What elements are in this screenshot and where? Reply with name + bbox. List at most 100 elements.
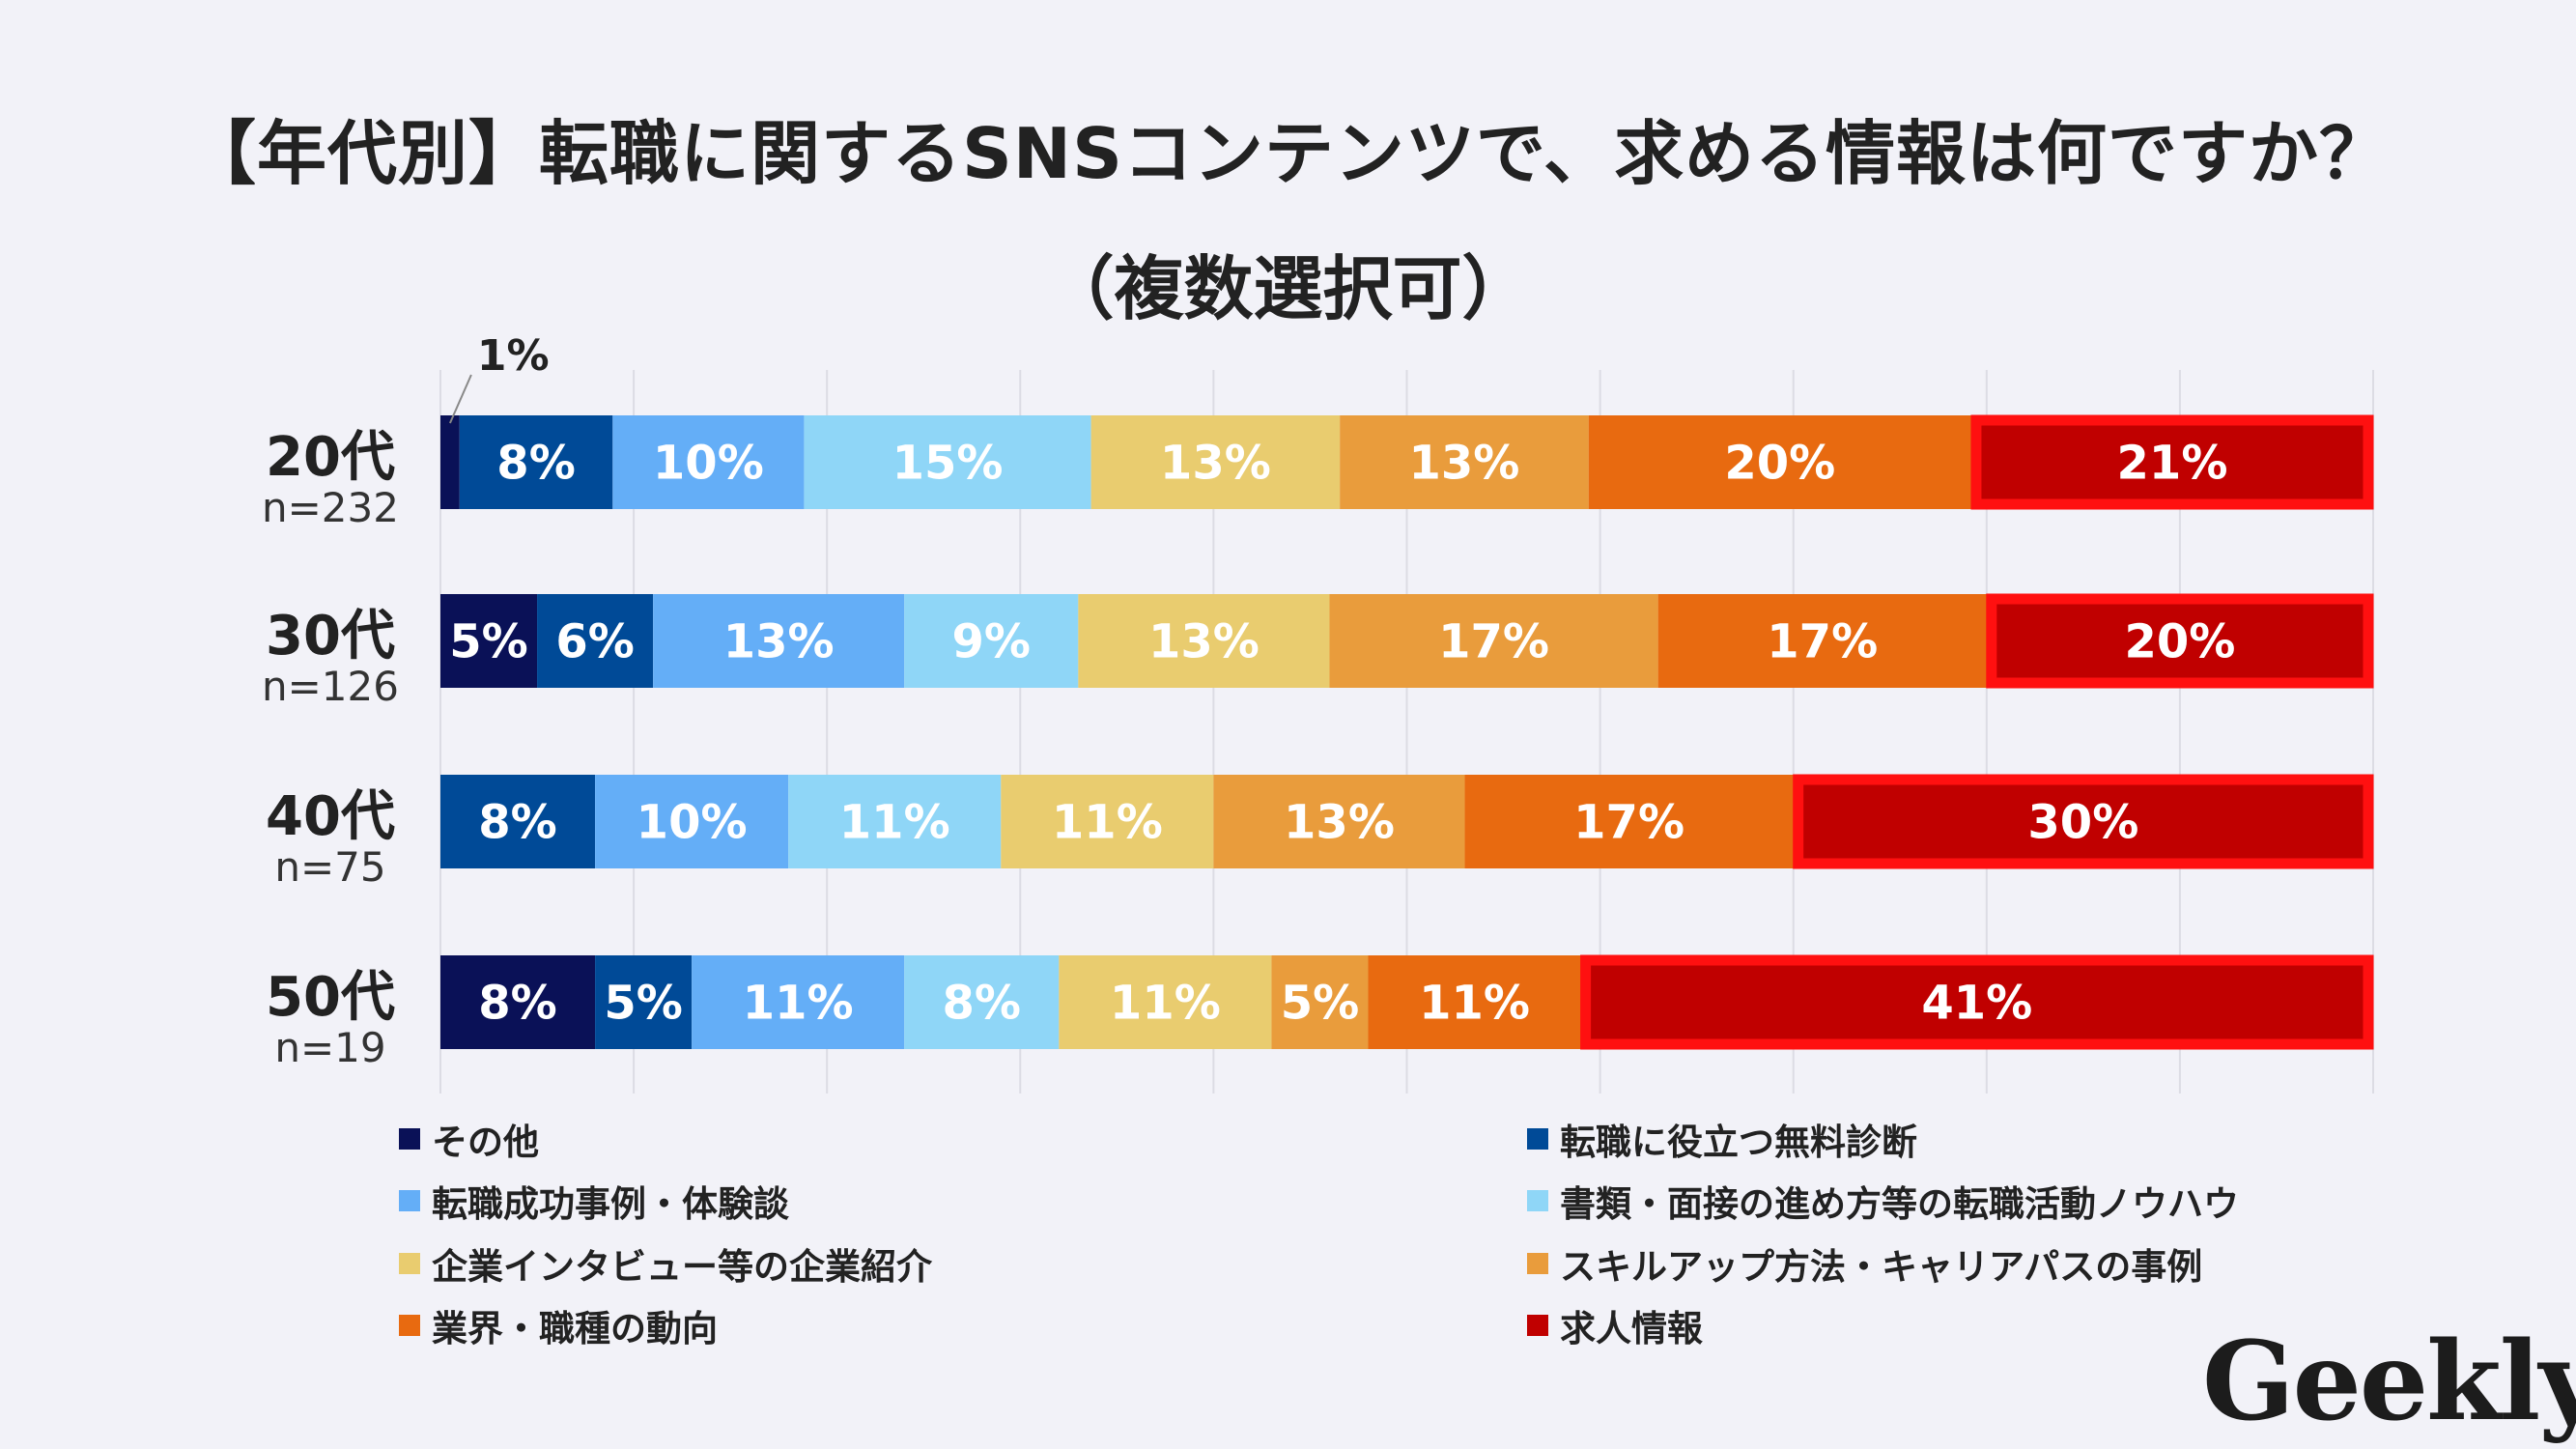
data-label: 20% xyxy=(1724,437,1835,491)
geekly-logo: Geekly xyxy=(2202,1319,2576,1445)
bar-segment xyxy=(1090,415,1341,509)
data-label: 15% xyxy=(892,437,1004,491)
data-label: 8% xyxy=(943,977,1022,1031)
highlight-frame xyxy=(1793,774,2374,869)
data-label: 1% xyxy=(477,331,550,381)
data-label: 17% xyxy=(1767,615,1878,669)
bar-segment xyxy=(904,594,1079,688)
data-label: 8% xyxy=(496,437,576,491)
legend-item: 転職成功事例・体験談 xyxy=(399,1175,789,1227)
bar-segment xyxy=(440,955,596,1049)
sample-size-label: n=232 xyxy=(262,484,399,531)
sample-size-label: n=19 xyxy=(274,1024,385,1071)
data-label: 17% xyxy=(1573,796,1684,850)
bar-segment xyxy=(1078,594,1330,688)
bar-segment xyxy=(904,955,1060,1049)
data-label: 30% xyxy=(2027,796,2138,850)
legend-label: その他 xyxy=(432,1122,539,1163)
leader-line xyxy=(448,374,472,424)
legend-swatch xyxy=(1527,1190,1548,1211)
legend-swatch xyxy=(399,1315,420,1336)
legend-item: 企業インタビュー等の企業紹介 xyxy=(399,1237,932,1290)
legend-item: 求人情報 xyxy=(1527,1299,1703,1351)
data-label: 10% xyxy=(653,437,764,491)
data-label: 11% xyxy=(743,977,854,1031)
legend-swatch xyxy=(1527,1128,1548,1150)
data-label: 13% xyxy=(1408,437,1519,491)
bar-segment xyxy=(440,775,596,868)
data-label: 11% xyxy=(1110,977,1221,1031)
data-label: 5% xyxy=(449,615,528,669)
bar-segment xyxy=(788,775,1002,868)
bar-segment xyxy=(1340,415,1589,509)
data-label: 13% xyxy=(1160,437,1271,491)
bar-segment xyxy=(595,955,693,1049)
bar-segment xyxy=(1793,775,2373,868)
data-label: 21% xyxy=(2117,437,2228,491)
legend-item: 書類・面接の進め方等の転職活動ノウハウ xyxy=(1527,1175,2239,1227)
legend-label: 転職に役立つ無料診断 xyxy=(1560,1122,1917,1163)
data-label: 41% xyxy=(1921,977,2032,1031)
legend-swatch xyxy=(1527,1253,1548,1274)
bar-segment xyxy=(1213,775,1465,868)
bar-segment xyxy=(612,415,805,509)
legend-swatch xyxy=(1527,1315,1548,1336)
legend-swatch xyxy=(399,1190,420,1211)
sample-size-label: n=126 xyxy=(262,663,399,710)
data-label: 20% xyxy=(2124,615,2235,669)
data-label: 13% xyxy=(1148,615,1260,669)
legend-label: 書類・面接の進め方等の転職活動ノウハウ xyxy=(1560,1183,2239,1225)
bar-segment xyxy=(459,415,613,509)
bar-segment xyxy=(440,594,538,688)
bar-segment xyxy=(1464,775,1794,868)
bar-segment xyxy=(804,415,1091,509)
legend-label: 求人情報 xyxy=(1560,1308,1703,1350)
sample-size-label: n=75 xyxy=(274,843,385,891)
data-label: 8% xyxy=(478,796,557,850)
category-label: 50代 xyxy=(266,966,395,1029)
bar-segment xyxy=(1970,415,2373,509)
bar-segment xyxy=(1059,955,1272,1049)
legend-item: 転職に役立つ無料診断 xyxy=(1527,1113,1917,1165)
data-label: 5% xyxy=(604,977,683,1031)
data-label: 5% xyxy=(1281,977,1360,1031)
data-label: 13% xyxy=(723,615,835,669)
data-label: 17% xyxy=(1438,615,1549,669)
bar-segment xyxy=(1986,594,2373,688)
category-label: 40代 xyxy=(266,785,395,848)
data-label: 11% xyxy=(1052,796,1163,850)
data-label: 11% xyxy=(1419,977,1530,1031)
bar-segment xyxy=(1580,955,2373,1049)
data-label: 10% xyxy=(637,796,748,850)
bar-segment xyxy=(595,775,789,868)
bar-segment xyxy=(1657,594,1987,688)
legend-swatch xyxy=(399,1253,420,1274)
bar-segment xyxy=(692,955,905,1049)
bar-segment xyxy=(1588,415,1971,509)
data-label: 9% xyxy=(952,615,1032,669)
data-label: 6% xyxy=(555,615,635,669)
legend-label: スキルアップ方法・キャリアパスの事例 xyxy=(1560,1246,2203,1288)
legend-label: 企業インタビュー等の企業紹介 xyxy=(432,1246,932,1288)
highlight-frame xyxy=(1970,414,2374,510)
highlight-frame xyxy=(1986,593,2374,689)
category-label: 30代 xyxy=(266,605,395,668)
legend-label: 転職成功事例・体験談 xyxy=(432,1183,789,1225)
highlight-frame xyxy=(1580,954,2374,1050)
bar-segment xyxy=(440,415,460,509)
bar-segment xyxy=(1368,955,1581,1049)
category-label: 20代 xyxy=(266,426,395,489)
chart-subtitle: （複数選択可） xyxy=(1044,248,1532,329)
bar-segment xyxy=(1329,594,1658,688)
legend-label: 業界・職種の動向 xyxy=(432,1308,718,1350)
bar-segment xyxy=(653,594,905,688)
bar-segment xyxy=(1001,775,1214,868)
legend-item: 業界・職種の動向 xyxy=(399,1299,718,1351)
legend-item: スキルアップ方法・キャリアパスの事例 xyxy=(1527,1237,2202,1290)
data-label: 11% xyxy=(839,796,950,850)
chart-title: 【年代別】転職に関するSNSコンテンツで、求める情報は何ですか？ xyxy=(185,113,2391,194)
data-label: 13% xyxy=(1284,796,1395,850)
bar-segment xyxy=(537,594,654,688)
legend-item: その他 xyxy=(399,1113,539,1165)
